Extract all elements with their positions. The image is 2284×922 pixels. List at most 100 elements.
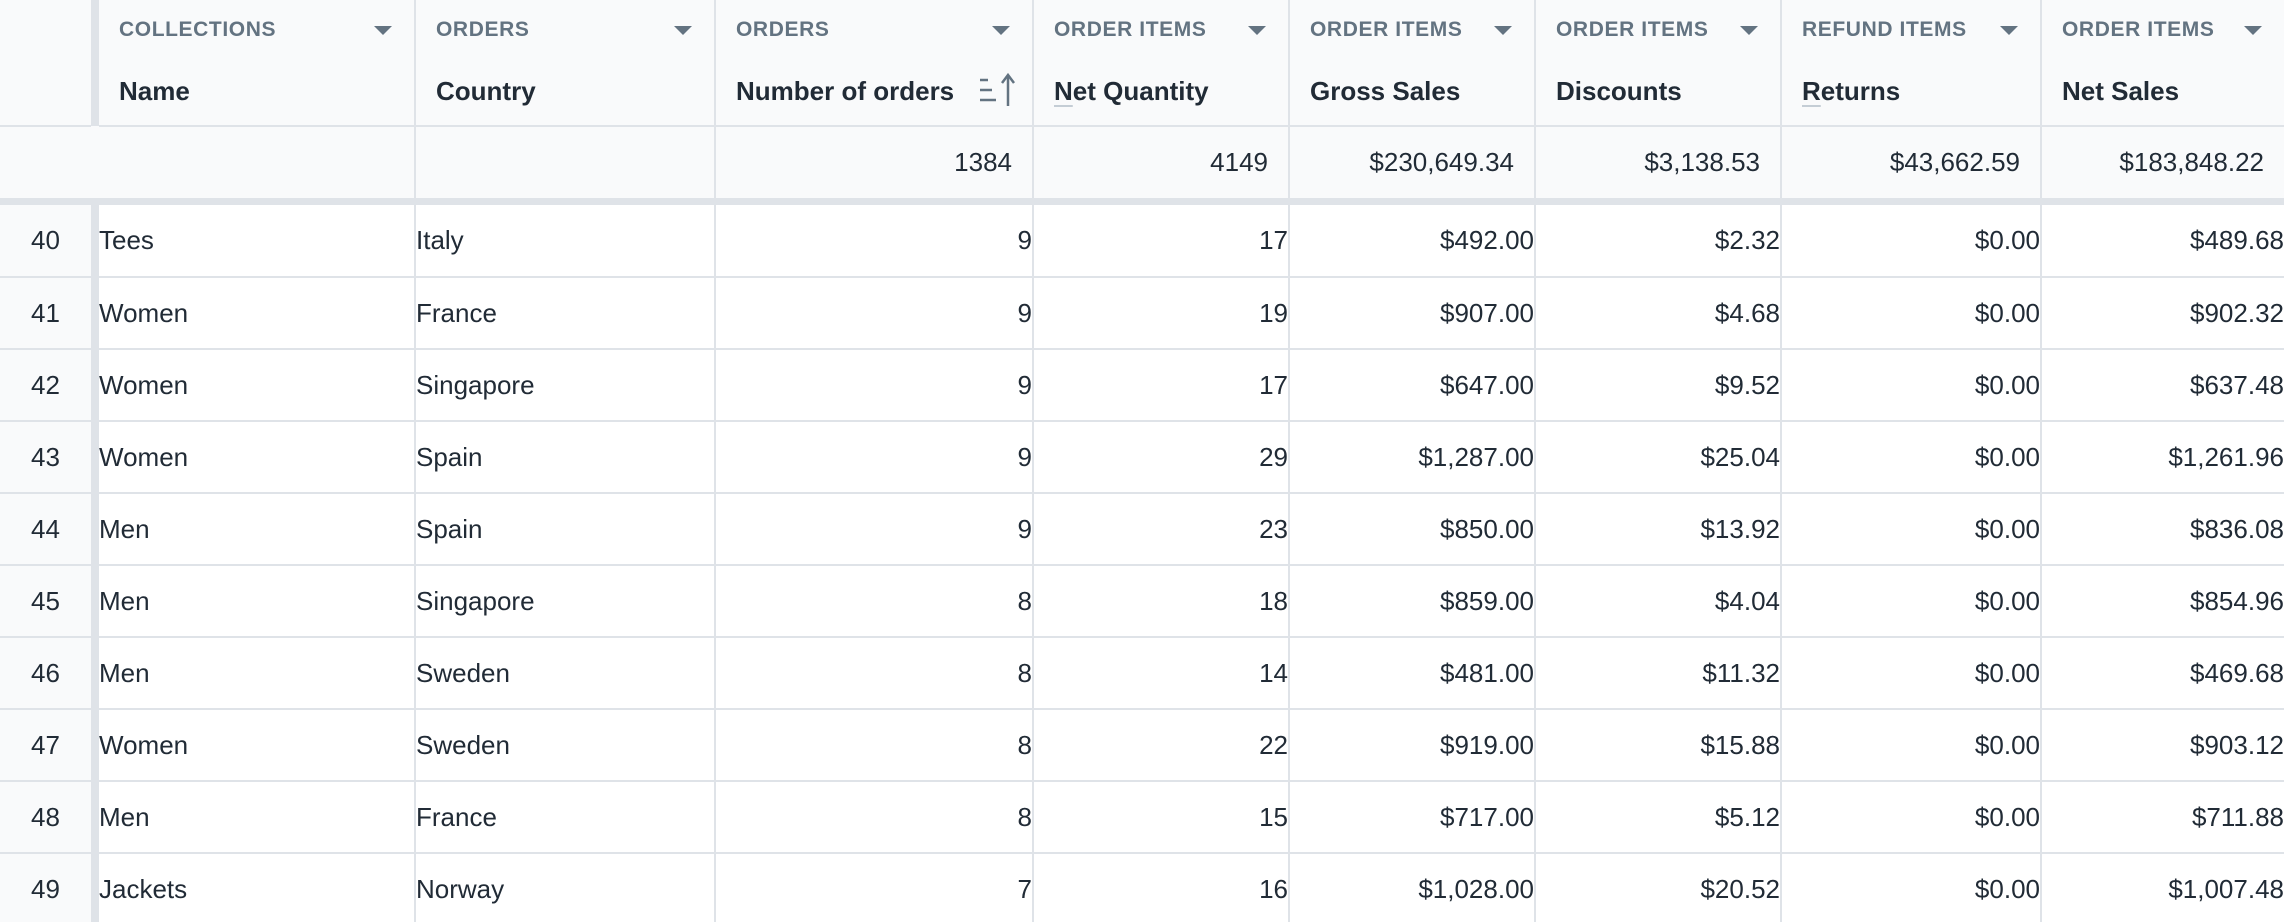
column-header-discounts[interactable]: ORDER ITEMS Discounts — [1535, 0, 1782, 127]
cell-country[interactable]: France — [415, 277, 716, 350]
cell-gross-sales[interactable]: $481.00 — [1289, 637, 1536, 710]
cell-net-sales[interactable]: $711.88 — [2041, 781, 2284, 854]
cell-net-sales[interactable]: $854.96 — [2041, 565, 2284, 638]
cell-net-sales[interactable]: $489.68 — [2041, 205, 2284, 278]
cell-orders[interactable]: 9 — [715, 493, 1034, 566]
cell-country[interactable]: Sweden — [415, 637, 716, 710]
cell-returns[interactable]: $0.00 — [1781, 637, 2042, 710]
cell-gross-sales[interactable]: $859.00 — [1289, 565, 1536, 638]
column-header-gross-sales[interactable]: ORDER ITEMS Gross Sales — [1289, 0, 1536, 127]
cell-net-sales[interactable]: $903.12 — [2041, 709, 2284, 782]
cell-net-sales[interactable]: $836.08 — [2041, 493, 2284, 566]
table-row[interactable]: 47 Women Sweden 8 22 $919.00 $15.88 $0.0… — [0, 709, 2284, 782]
cell-net-quantity[interactable]: 22 — [1033, 709, 1290, 782]
table-row[interactable]: 44 Men Spain 9 23 $850.00 $13.92 $0.00 $… — [0, 493, 2284, 566]
cell-name[interactable]: Women — [99, 421, 416, 494]
cell-net-sales[interactable]: $1,007.48 — [2041, 853, 2284, 922]
cell-name[interactable]: Men — [99, 565, 416, 638]
table-row[interactable]: 46 Men Sweden 8 14 $481.00 $11.32 $0.00 … — [0, 637, 2284, 710]
table-row[interactable]: 41 Women France 9 19 $907.00 $4.68 $0.00… — [0, 277, 2284, 350]
cell-discounts[interactable]: $9.52 — [1535, 349, 1782, 422]
cell-gross-sales[interactable]: $919.00 — [1289, 709, 1536, 782]
cell-net-quantity[interactable]: 23 — [1033, 493, 1290, 566]
cell-orders[interactable]: 9 — [715, 421, 1034, 494]
cell-orders[interactable]: 8 — [715, 565, 1034, 638]
chevron-down-icon[interactable] — [1248, 26, 1266, 35]
chevron-down-icon[interactable] — [674, 26, 692, 35]
cell-discounts[interactable]: $25.04 — [1535, 421, 1782, 494]
column-header-returns[interactable]: REFUND ITEMS Returns — [1781, 0, 2042, 127]
cell-returns[interactable]: $0.00 — [1781, 709, 2042, 782]
cell-country[interactable]: France — [415, 781, 716, 854]
cell-gross-sales[interactable]: $907.00 — [1289, 277, 1536, 350]
table-row[interactable]: 49 Jackets Norway 7 16 $1,028.00 $20.52 … — [0, 853, 2284, 922]
cell-gross-sales[interactable]: $647.00 — [1289, 349, 1536, 422]
chevron-down-icon[interactable] — [1494, 26, 1512, 35]
cell-name[interactable]: Women — [99, 349, 416, 422]
cell-returns[interactable]: $0.00 — [1781, 205, 2042, 278]
cell-returns[interactable]: $0.00 — [1781, 853, 2042, 922]
chevron-down-icon[interactable] — [374, 26, 392, 35]
cell-orders[interactable]: 8 — [715, 709, 1034, 782]
cell-discounts[interactable]: $4.68 — [1535, 277, 1782, 350]
cell-name[interactable]: Tees — [99, 205, 416, 278]
cell-net-sales[interactable]: $902.32 — [2041, 277, 2284, 350]
chevron-down-icon[interactable] — [2000, 26, 2018, 35]
cell-net-quantity[interactable]: 17 — [1033, 205, 1290, 278]
cell-discounts[interactable]: $20.52 — [1535, 853, 1782, 922]
cell-net-sales[interactable]: $469.68 — [2041, 637, 2284, 710]
cell-name[interactable]: Women — [99, 709, 416, 782]
column-header-net-sales[interactable]: ORDER ITEMS Net Sales — [2041, 0, 2284, 127]
column-header-net-quantity[interactable]: ORDER ITEMS Net Quantity — [1033, 0, 1290, 127]
cell-country[interactable]: Spain — [415, 493, 716, 566]
cell-gross-sales[interactable]: $1,287.00 — [1289, 421, 1536, 494]
cell-net-quantity[interactable]: 18 — [1033, 565, 1290, 638]
cell-gross-sales[interactable]: $717.00 — [1289, 781, 1536, 854]
cell-orders[interactable]: 9 — [715, 205, 1034, 278]
cell-country[interactable]: Italy — [415, 205, 716, 278]
cell-country[interactable]: Sweden — [415, 709, 716, 782]
cell-net-quantity[interactable]: 29 — [1033, 421, 1290, 494]
column-header-country[interactable]: ORDERS Country — [415, 0, 716, 127]
cell-name[interactable]: Men — [99, 493, 416, 566]
cell-country[interactable]: Spain — [415, 421, 716, 494]
cell-name[interactable]: Jackets — [99, 853, 416, 922]
cell-name[interactable]: Women — [99, 277, 416, 350]
cell-net-quantity[interactable]: 14 — [1033, 637, 1290, 710]
column-header-number-of-orders[interactable]: ORDERS Number of orders — [715, 0, 1034, 127]
cell-returns[interactable]: $0.00 — [1781, 565, 2042, 638]
cell-discounts[interactable]: $15.88 — [1535, 709, 1782, 782]
table-row[interactable]: 43 Women Spain 9 29 $1,287.00 $25.04 $0.… — [0, 421, 2284, 494]
cell-discounts[interactable]: $13.92 — [1535, 493, 1782, 566]
cell-discounts[interactable]: $4.04 — [1535, 565, 1782, 638]
cell-net-quantity[interactable]: 16 — [1033, 853, 1290, 922]
cell-returns[interactable]: $0.00 — [1781, 349, 2042, 422]
cell-orders[interactable]: 8 — [715, 781, 1034, 854]
cell-net-quantity[interactable]: 15 — [1033, 781, 1290, 854]
cell-discounts[interactable]: $5.12 — [1535, 781, 1782, 854]
cell-returns[interactable]: $0.00 — [1781, 421, 2042, 494]
cell-country[interactable]: Norway — [415, 853, 716, 922]
cell-country[interactable]: Singapore — [415, 349, 716, 422]
cell-orders[interactable]: 9 — [715, 349, 1034, 422]
cell-discounts[interactable]: $11.32 — [1535, 637, 1782, 710]
cell-name[interactable]: Men — [99, 637, 416, 710]
table-row[interactable]: 42 Women Singapore 9 17 $647.00 $9.52 $0… — [0, 349, 2284, 422]
table-row[interactable]: 40 Tees Italy 9 17 $492.00 $2.32 $0.00 $… — [0, 205, 2284, 278]
column-header-name[interactable]: COLLECTIONS Name — [99, 0, 416, 127]
cell-name[interactable]: Men — [99, 781, 416, 854]
cell-gross-sales[interactable]: $492.00 — [1289, 205, 1536, 278]
cell-returns[interactable]: $0.00 — [1781, 277, 2042, 350]
table-row[interactable]: 45 Men Singapore 8 18 $859.00 $4.04 $0.0… — [0, 565, 2284, 638]
sort-ascending-icon[interactable] — [978, 72, 1018, 108]
cell-orders[interactable]: 8 — [715, 637, 1034, 710]
cell-discounts[interactable]: $2.32 — [1535, 205, 1782, 278]
cell-returns[interactable]: $0.00 — [1781, 781, 2042, 854]
cell-net-quantity[interactable]: 19 — [1033, 277, 1290, 350]
cell-net-quantity[interactable]: 17 — [1033, 349, 1290, 422]
cell-returns[interactable]: $0.00 — [1781, 493, 2042, 566]
cell-gross-sales[interactable]: $850.00 — [1289, 493, 1536, 566]
cell-net-sales[interactable]: $1,261.96 — [2041, 421, 2284, 494]
cell-net-sales[interactable]: $637.48 — [2041, 349, 2284, 422]
table-row[interactable]: 48 Men France 8 15 $717.00 $5.12 $0.00 $… — [0, 781, 2284, 854]
